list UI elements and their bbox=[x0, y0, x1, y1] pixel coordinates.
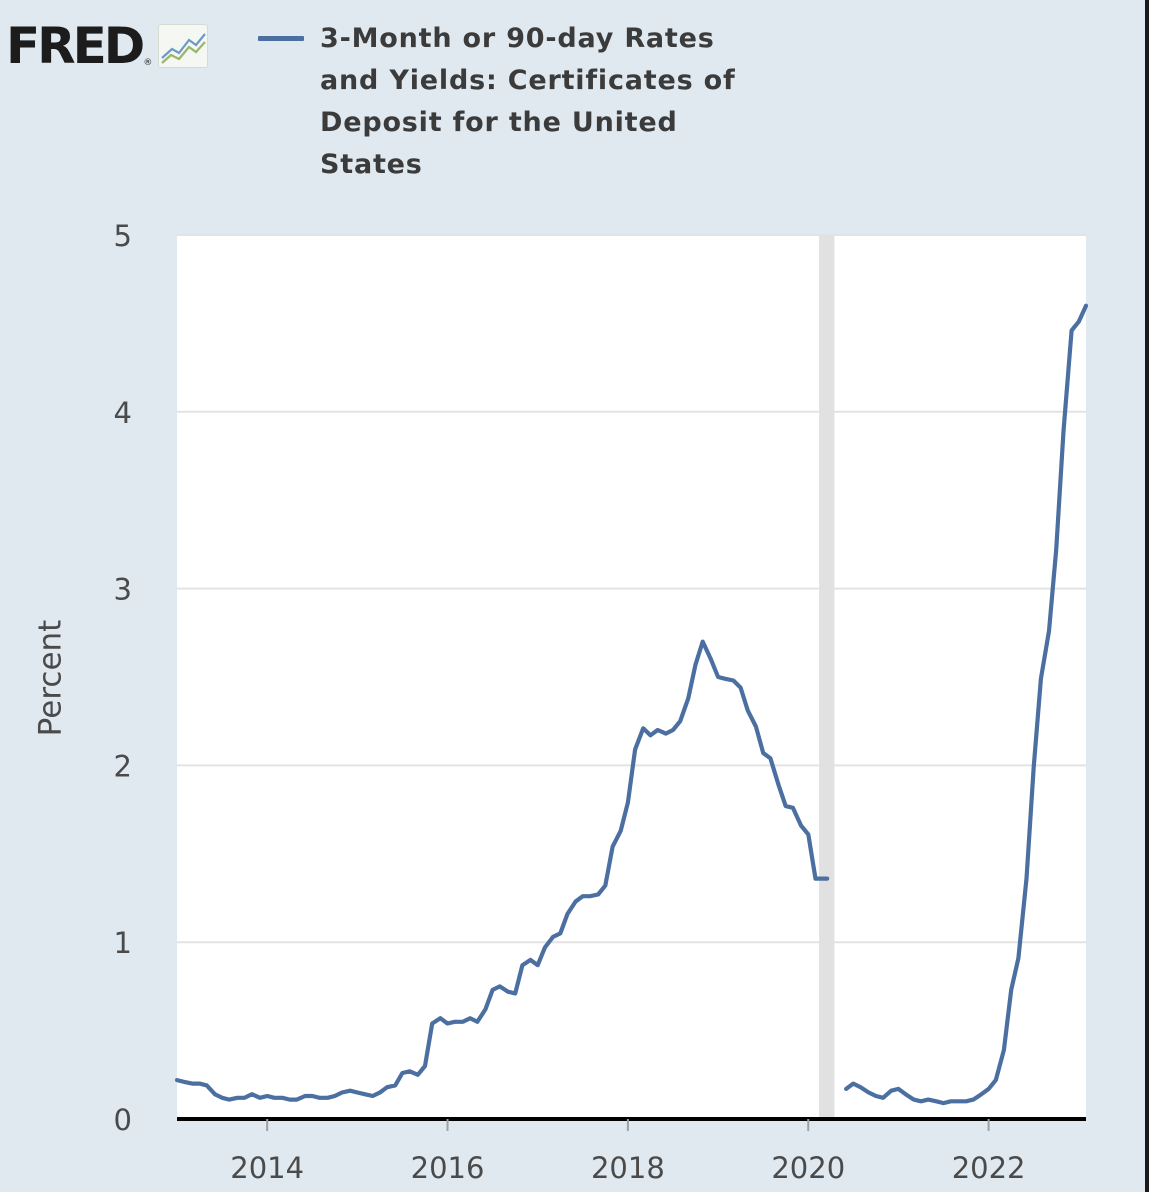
fred-logo[interactable]: FRED ® bbox=[6, 17, 209, 75]
y-tick-label: 1 bbox=[114, 926, 132, 960]
legend-label: 3-Month or 90-day Rates and Yields: Cert… bbox=[320, 23, 736, 180]
recession-band bbox=[819, 235, 835, 1119]
registered-mark: ® bbox=[143, 58, 153, 68]
chart-legend: 3-Month or 90-day Rates and Yields: Cert… bbox=[258, 20, 760, 186]
line-graph-icon bbox=[158, 24, 209, 68]
x-tick-label: 2018 bbox=[591, 1151, 665, 1185]
series-line-segment-2 bbox=[843, 303, 1089, 1106]
window-right-edge bbox=[1145, 0, 1149, 1192]
series-line-segment-1 bbox=[174, 639, 830, 1102]
x-tick-label: 2020 bbox=[771, 1151, 845, 1185]
series-layer bbox=[174, 303, 1089, 1106]
y-tick-label: 2 bbox=[114, 749, 132, 783]
y-tick-label: 3 bbox=[114, 573, 132, 607]
x-tick-label: 2022 bbox=[952, 1151, 1026, 1185]
grid-layer bbox=[177, 234, 1086, 944]
y-axis-label: Percent bbox=[33, 620, 69, 737]
y-tick-label: 0 bbox=[114, 1103, 132, 1137]
y-tick-label: 4 bbox=[114, 396, 132, 430]
x-tick-label: 2014 bbox=[230, 1151, 304, 1185]
y-axis: 0 1 2 3 4 5 bbox=[114, 219, 132, 1137]
legend-swatch bbox=[258, 36, 304, 41]
x-tick-label: 2016 bbox=[411, 1151, 485, 1185]
plot-area bbox=[177, 235, 1086, 1119]
y-tick-label: 5 bbox=[114, 219, 132, 253]
fred-logo-text: FRED bbox=[6, 17, 145, 75]
x-axis: 2014 2016 2018 2020 2022 bbox=[230, 1119, 1026, 1185]
